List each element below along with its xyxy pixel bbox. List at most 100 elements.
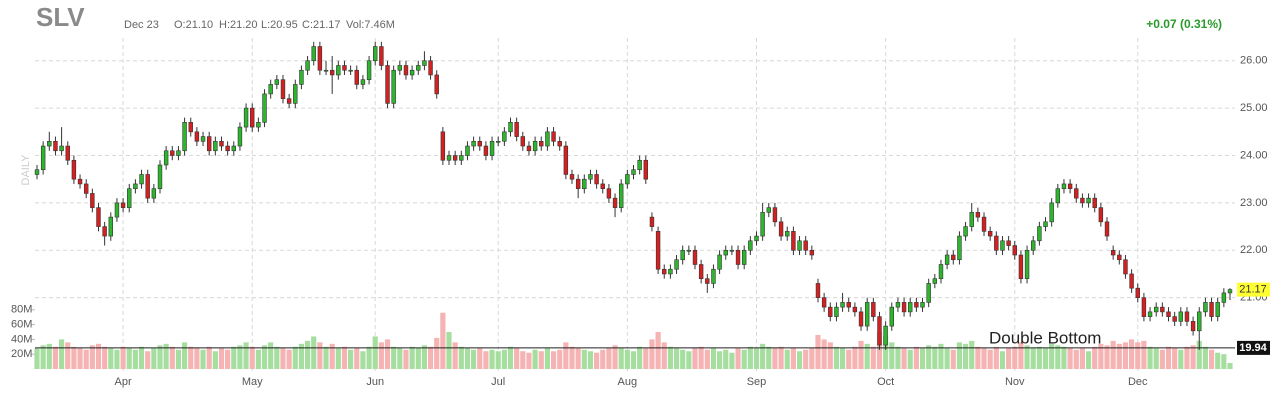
candle-body xyxy=(969,212,974,227)
volume-bar xyxy=(421,345,428,369)
candle-body xyxy=(871,302,876,317)
volume-bar xyxy=(138,346,145,369)
candle-body xyxy=(1049,202,1054,223)
y-tick-label: 26.00 xyxy=(1240,55,1268,67)
volume-bar xyxy=(225,349,231,369)
volume-bar xyxy=(83,349,89,369)
volume-bar xyxy=(329,343,335,369)
volume-bar xyxy=(175,349,182,369)
volume-bar xyxy=(200,349,206,369)
candle-body xyxy=(815,283,821,298)
volume-bar xyxy=(341,346,348,369)
candle-body xyxy=(975,212,981,218)
volume-bar xyxy=(40,345,46,369)
candle-body xyxy=(1172,316,1177,322)
x-tick-label: Sep xyxy=(747,376,767,388)
candle-body xyxy=(243,107,249,128)
candle-body xyxy=(373,46,378,62)
candle-body xyxy=(1000,240,1005,251)
candle-body xyxy=(286,98,292,104)
volume-bar xyxy=(483,351,489,369)
volume-bar xyxy=(926,345,932,369)
volume-bar xyxy=(655,332,661,369)
volume-bar xyxy=(397,348,403,369)
candle-body xyxy=(108,216,114,237)
volume-bar xyxy=(569,346,575,369)
volume-bar xyxy=(194,348,200,369)
volume-bar xyxy=(169,346,175,369)
volume-bar xyxy=(673,348,680,369)
candle-body xyxy=(1037,226,1042,242)
volume-bar xyxy=(833,346,840,369)
volume-bar xyxy=(803,349,809,369)
x-tick-label: Jul xyxy=(491,376,505,388)
volume-bar xyxy=(1190,345,1196,369)
volume-bar xyxy=(1042,348,1049,369)
change: +0.07 (0.31%) xyxy=(1146,17,1222,31)
hline-label-box xyxy=(1237,340,1270,355)
volume-bar xyxy=(446,332,452,369)
volume-bar xyxy=(1079,348,1085,369)
candle-body xyxy=(606,188,612,199)
candle-body xyxy=(465,145,470,156)
volume-bar xyxy=(114,349,120,369)
volume-bar xyxy=(686,351,692,369)
candle-body xyxy=(133,183,138,189)
y-tick-label: 23.00 xyxy=(1240,197,1268,209)
candle-body xyxy=(145,174,150,199)
volume-bar xyxy=(1030,348,1036,369)
candle-body xyxy=(323,69,329,72)
volume-bar xyxy=(1092,346,1098,369)
volume-bar xyxy=(71,346,77,369)
candle-body xyxy=(821,297,827,308)
volume-bar xyxy=(145,351,151,369)
volume-bar xyxy=(987,349,993,369)
candle-body xyxy=(741,249,747,265)
volume-bar xyxy=(274,346,280,369)
volume-bar xyxy=(600,349,606,369)
volume-bar xyxy=(919,348,926,369)
volume-bar xyxy=(1067,348,1073,369)
volume-bar xyxy=(489,349,495,369)
volume-bar xyxy=(944,348,950,369)
candle-body xyxy=(545,131,550,147)
high-text: H:21.20 xyxy=(219,19,258,31)
candle-body xyxy=(53,140,58,152)
volume-bar xyxy=(1129,339,1135,369)
x-tick-label: Apr xyxy=(115,376,132,388)
volume-bar xyxy=(317,342,323,369)
candle-body xyxy=(711,268,716,284)
volume-bar xyxy=(1165,346,1172,369)
candle-body xyxy=(231,145,236,152)
candle-body xyxy=(1031,240,1036,251)
volume-bar xyxy=(544,348,550,369)
volume-bar xyxy=(630,351,637,369)
y-tick-label: 22.00 xyxy=(1240,244,1268,256)
candle-body xyxy=(213,140,218,152)
candle-body xyxy=(77,178,83,185)
volume-bar xyxy=(188,346,194,369)
candle-body xyxy=(428,60,433,76)
volume-bar xyxy=(993,346,999,369)
volume-bar xyxy=(1159,349,1165,369)
volume-bar xyxy=(839,348,846,369)
volume-bar xyxy=(1208,349,1215,369)
candle-body xyxy=(96,207,101,227)
candle-body xyxy=(834,306,839,317)
volume-bar xyxy=(1116,343,1122,369)
candle-body xyxy=(1135,287,1140,298)
candle-body xyxy=(686,249,692,252)
volume-tick-label: 20M xyxy=(11,348,32,360)
candle-body xyxy=(692,249,698,265)
volume-bar xyxy=(981,348,987,369)
volume-bar xyxy=(409,346,415,369)
candle-body xyxy=(846,302,851,308)
candle-body xyxy=(1153,306,1159,313)
candle-body xyxy=(539,140,544,147)
volume-bar xyxy=(323,346,329,369)
volume-bar xyxy=(249,346,255,369)
candle-body xyxy=(225,145,230,152)
volume-bar xyxy=(59,339,65,369)
volume-bar xyxy=(809,348,815,369)
candle-body xyxy=(1129,273,1134,289)
